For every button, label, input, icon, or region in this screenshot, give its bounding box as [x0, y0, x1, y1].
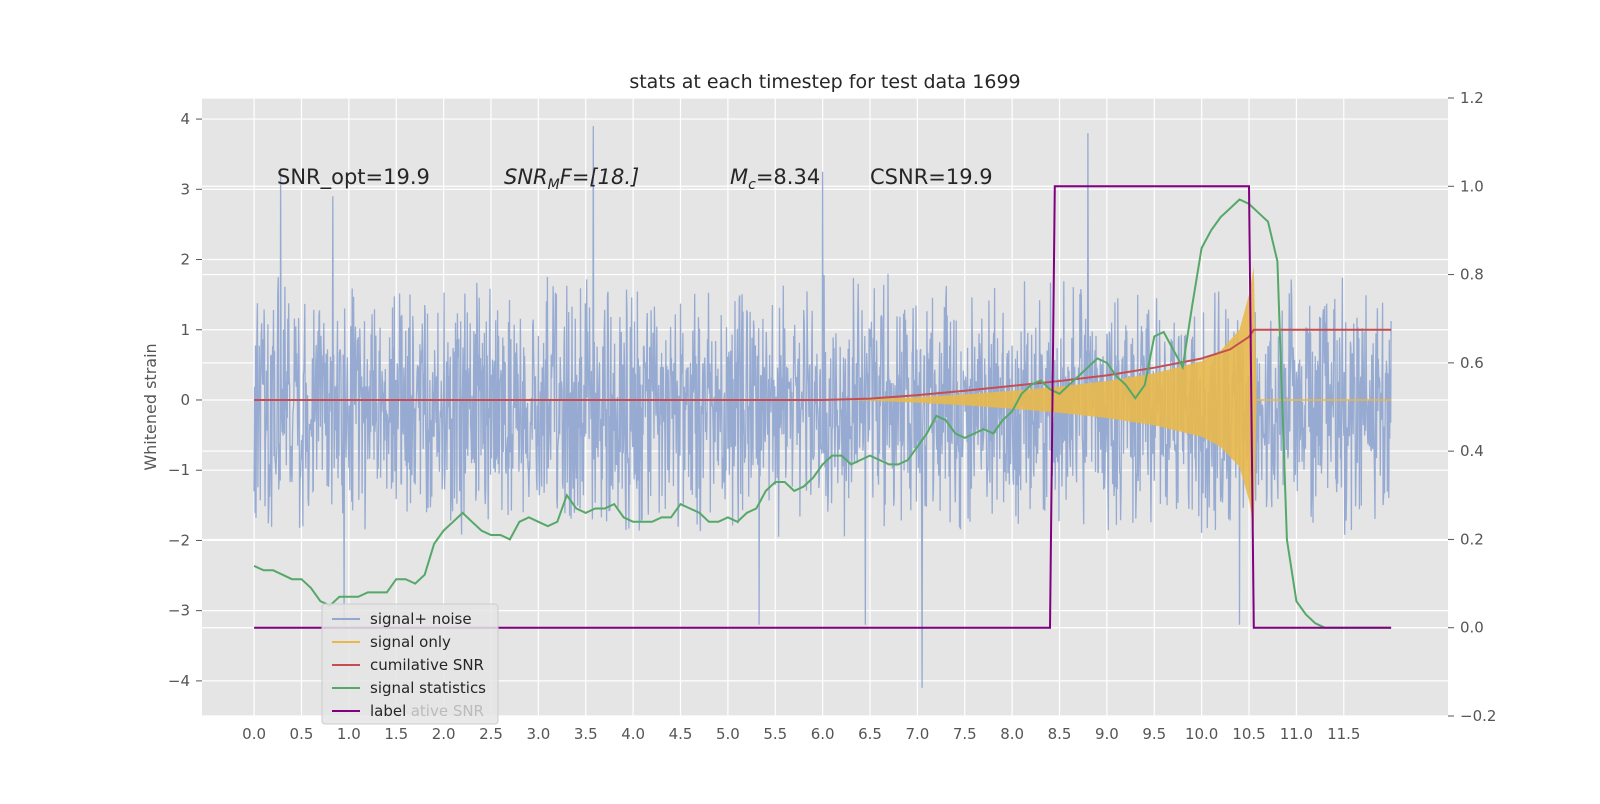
x-tick-label: 6.0: [811, 725, 835, 743]
x-tick-label: 0.5: [290, 725, 314, 743]
x-tick-label: 6.5: [858, 725, 882, 743]
y-tick-label-left: 0: [180, 391, 190, 409]
annotation-snr-mf-sub: M: [548, 177, 560, 193]
y-tick-label-right: 1.0: [1460, 177, 1484, 195]
series-line-signal-statistics: [253, 198, 1392, 629]
x-tick-label: 9.5: [1142, 725, 1166, 743]
y-tick-label-right: 0.2: [1460, 530, 1484, 548]
x-tick-label: 2.0: [432, 725, 456, 743]
annotation-snr-mf: SNRMF=[18.]: [504, 165, 639, 193]
y-tick-label-left: 4: [180, 110, 190, 128]
y-tick-label-left: 2: [180, 251, 190, 269]
legend-label: signal only: [370, 633, 451, 651]
axes-layer: 0.0 0.5 1.0 1.5 2.0 2.5 3.0 3.5 4.0 4.5 5.0 5.5 6.0 6…: [168, 89, 1497, 743]
x-tick-label: 7.0: [905, 725, 929, 743]
x-tick-label: 8.5: [1048, 725, 1072, 743]
legend-label: cumilative SNR: [370, 656, 484, 674]
y-tick-label-right: 0.4: [1460, 442, 1484, 460]
x-tick-label: 3.0: [526, 725, 550, 743]
x-tick-label: 7.5: [953, 725, 977, 743]
x-tick-label: 11.5: [1327, 725, 1360, 743]
series-lines: [253, 185, 1392, 629]
signal-only-fill: [841, 266, 1257, 527]
annotation-snr-mf-rest: F=[18.]: [560, 165, 639, 189]
series-line-label: [254, 185, 1392, 629]
y-tick-label-left: 1: [180, 321, 190, 339]
legend-box: [321, 603, 499, 725]
y-tick-label-left: 3: [180, 180, 190, 198]
legend-items: signal+ noise signal only cumilative SNR si…: [332, 610, 486, 720]
annotation-snr-opt: SNR_opt=19.9: [277, 165, 430, 190]
x-tick-label: 5.5: [763, 725, 787, 743]
annotation-mc-rest: =8.34: [756, 165, 820, 189]
annotation-mc: Mc=8.34: [730, 165, 820, 193]
y-tick-label-left: −1: [168, 461, 190, 479]
x-tick-label: 2.5: [479, 725, 503, 743]
y-tick-label-right: 0.8: [1460, 266, 1484, 284]
chart-title: stats at each timestep for test data 169…: [629, 71, 1020, 93]
legend-label: label: [370, 702, 406, 720]
y-tick-label-right: −0.2: [1460, 707, 1496, 725]
x-tick-label: 0.0: [242, 725, 266, 743]
annotation-mc-sub: c: [748, 177, 756, 193]
x-tick-label: 1.0: [337, 725, 361, 743]
series-line-cumilative-snr: [254, 328, 1392, 401]
x-tick-label: 9.0: [1095, 725, 1119, 743]
x-tick-label: 10.0: [1185, 725, 1218, 743]
annotation-snr-mf-main: SNR: [504, 165, 548, 189]
legend-label: signal statistics: [370, 679, 486, 697]
y-axis-label: Whitened strain: [141, 343, 160, 470]
x-tick-label: 3.5: [574, 725, 598, 743]
y-tick-label-right: 0.0: [1460, 619, 1484, 637]
x-tick-label: 11.0: [1280, 725, 1313, 743]
x-tick-label: 1.5: [384, 725, 408, 743]
x-tick-label: 8.0: [1000, 725, 1024, 743]
series-signal-only: [841, 266, 1392, 527]
signal-noise-line: [253, 126, 1392, 688]
series-signal-noise: [253, 126, 1392, 688]
x-tick-label: 10.5: [1232, 725, 1265, 743]
y-tick-label-right: 0.6: [1460, 354, 1484, 372]
annotation-mc-main: M: [730, 165, 748, 189]
legend-label: signal+ noise: [370, 610, 472, 628]
legend: signal+ noise signal only cumilative SNR si…: [321, 603, 499, 725]
y-tick-label-left: −2: [168, 531, 190, 549]
y-tick-label-right: 1.2: [1460, 89, 1484, 107]
x-tick-label: 5.0: [716, 725, 740, 743]
y-tick-label-left: −4: [168, 672, 190, 690]
y-tick-label-left: −3: [168, 602, 190, 620]
x-tick-label: 4.5: [669, 725, 693, 743]
annotation-csnr: CSNR=19.9: [870, 165, 993, 189]
x-tick-label: 4.0: [621, 725, 645, 743]
